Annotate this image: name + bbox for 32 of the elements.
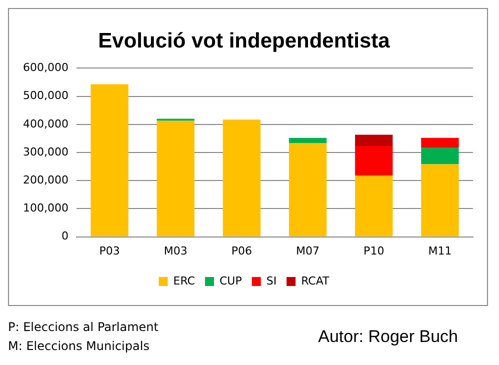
bar	[355, 176, 393, 236]
bar	[90, 84, 128, 236]
legend-label: CUP	[219, 274, 242, 288]
bar	[355, 134, 393, 146]
y-tick-label: 400,000	[22, 117, 68, 130]
bar	[288, 138, 327, 143]
text: Autor: Roger Buch	[318, 327, 458, 347]
y-tick-label: 500,000	[22, 89, 68, 102]
text: M: Eleccions Municipals	[8, 338, 150, 355]
x-tick-label: M07	[296, 244, 320, 258]
bar	[156, 120, 194, 236]
x-tick-label: P10	[364, 244, 384, 258]
x-tick-label: M03	[164, 244, 188, 258]
y-tick-label: 600,000	[22, 61, 68, 74]
y-tick-label: 200,000	[22, 173, 68, 186]
bar	[421, 138, 459, 148]
x-tick-label: M11	[428, 244, 452, 258]
bar	[355, 146, 393, 176]
x-tick-label: P03	[99, 244, 120, 258]
y-tick-label: 300,000	[22, 145, 68, 158]
legend-label: SI	[266, 274, 277, 288]
chart-title: Evolució vot independentista	[98, 29, 390, 52]
y-tick-label: 0	[61, 230, 68, 243]
legend-label: RCAT	[301, 274, 330, 288]
bar	[421, 164, 459, 236]
y-tick-label: 100,000	[22, 202, 68, 215]
text: P: Eleccions al Parlament	[8, 319, 158, 336]
x-tick-label: P06	[231, 244, 252, 258]
bar	[222, 120, 261, 236]
legend-label: ERC	[173, 274, 196, 288]
bar	[288, 142, 327, 236]
bar	[421, 147, 459, 164]
